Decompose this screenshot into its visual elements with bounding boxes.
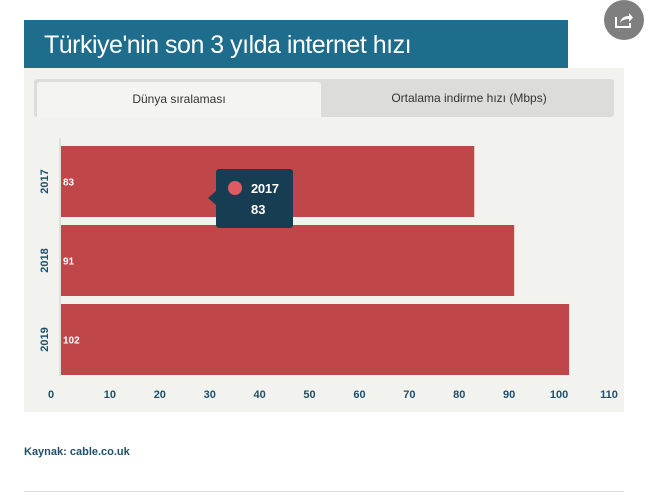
chart-panel: Dünya sıralaması Ortalama indirme hızı (… [24,68,624,412]
bar-chart: 83 2017 91 2018 102 2019 0 10 20 30 40 50 60 70 80 90 10… [39,138,618,401]
tooltip-dot [228,181,242,195]
tooltip-value: 83 [251,202,266,217]
x-tick-label: 100 [550,389,568,401]
x-tick-label: 30 [204,389,216,401]
x-tick-label: 110 [600,389,618,401]
bar-data-label: 102 [63,336,80,347]
x-tick-label: 20 [154,389,166,401]
share-icon [615,13,633,28]
source-note: Kaynak: cable.co.uk [24,446,130,458]
bar-data-label: 83 [63,178,75,189]
x-tick-label: 90 [503,389,515,401]
category-tick-label: 2019 [39,327,51,351]
bar[interactable] [61,304,570,375]
tab-world-ranking[interactable]: Dünya sıralaması [37,82,321,117]
category-tick-label: 2017 [39,169,51,193]
bar-data-label: 91 [63,257,75,268]
tab-bar: Dünya sıralaması Ortalama indirme hızı (… [34,79,614,117]
source-prefix: Kaynak: [24,446,67,458]
x-tick-label: 10 [104,389,116,401]
bottom-divider [24,491,624,492]
category-tick-label: 2018 [39,248,51,272]
chart-tooltip: 2017 83 [208,169,293,228]
x-tick-label: 40 [254,389,266,401]
x-tick-label: 70 [403,389,415,401]
bar[interactable] [61,225,515,296]
x-tick-label: 50 [303,389,315,401]
source-text: cable.co.uk [69,446,130,458]
tooltip-label: 2017 [251,181,279,196]
x-tick-label: 60 [353,389,365,401]
x-tick-label: 80 [453,389,465,401]
share-button[interactable] [604,0,644,40]
chart-title: Türkiye'nin son 3 yılda internet hızı [24,20,568,68]
tab-average-download-speed[interactable]: Ortalama indirme hızı (Mbps) [391,91,547,105]
x-tick-label: 0 [48,389,54,401]
